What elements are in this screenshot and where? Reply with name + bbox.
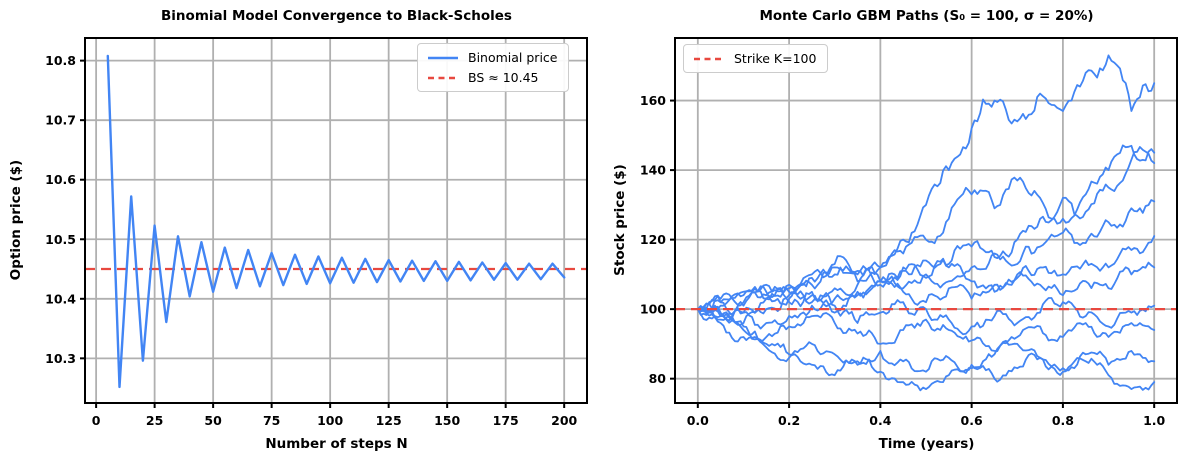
tick-label: 10.5 [45,232,76,247]
legend-entry-binomial-price: Binomial price [427,50,557,65]
tick-label: 10.8 [45,53,76,68]
gbm-path [696,235,1156,314]
tick-label: 10.3 [45,351,76,366]
tick-label: 0.0 [687,413,709,428]
tick-label: 125 [376,413,402,428]
tick-label: 160 [640,93,666,108]
tick-label: 10.6 [45,172,76,187]
gbm-path [696,308,1156,374]
tick-label: 1.0 [1143,413,1165,428]
gbm-path [696,294,1156,336]
frame-0: 0 25 50 75 100 125 150 175 200 10.3 10.4 10.5 10.6 10… [45,37,588,428]
tick-label: 25 [146,413,163,428]
gbm-path [696,144,1156,321]
legend-entry-strike: Strike K=100 [693,51,816,66]
legend-label: Strike K=100 [734,51,817,66]
right-x-axis-label: Time (years) [878,436,975,452]
legend-entry-bs-value: BS ≈ 10.45 [427,70,557,85]
left-legend: Binomial price BS ≈ 10.45 [417,43,570,92]
gbm-path [696,199,1156,326]
right-y-axis-label: Stock price ($) [612,164,628,276]
tick-label: 0 [92,413,101,428]
series-0 [85,54,587,389]
solid-line-sample-icon [428,56,458,59]
tick-label: 100 [640,302,666,317]
tick-label: 10.4 [45,291,76,306]
tick-label: 80 [649,371,667,386]
gbm-path [696,304,1156,353]
legend-label: Binomial price [468,50,558,65]
dashed-line-sample-icon [694,57,724,60]
axes-1 [675,38,1177,403]
plot-border [84,37,588,404]
tick-label: 140 [640,163,666,178]
binomial-price-line [106,54,566,389]
dashed-line-sample-icon [428,76,458,79]
axes-0 [85,38,587,403]
tick-label: 0.8 [1052,413,1074,428]
frame-1: 0.0 0.2 0.4 0.6 0.8 1.0 80 100 120 140 160 [640,37,1178,428]
tick-label: 100 [317,413,343,428]
tick-label: 75 [263,413,280,428]
tick-label: 175 [493,413,519,428]
tick-label: 120 [640,232,666,247]
gbm-path [696,302,1156,392]
gbm-path [696,261,1156,321]
tick-label: 50 [204,413,222,428]
tick-label: 0.4 [869,413,891,428]
left-chart-title: Binomial Model Convergence to Black-Scho… [161,8,512,24]
tick-label: 0.6 [961,413,983,428]
legend-label: BS ≈ 10.45 [468,70,539,85]
plot-border [674,37,1178,404]
tick-label: 150 [434,413,460,428]
left-x-axis-label: Number of steps N [265,436,408,452]
right-legend: Strike K=100 [683,44,829,73]
tick-label: 0.2 [778,413,800,428]
right-chart-title: Monte Carlo GBM Paths (S₀ = 100, σ = 20%… [759,8,1094,24]
left-y-axis-label: Option price ($) [8,159,24,281]
series-1 [675,54,1177,392]
gbm-path [696,54,1156,314]
tick-label: 10.7 [45,113,76,128]
tick-label: 200 [551,413,577,428]
